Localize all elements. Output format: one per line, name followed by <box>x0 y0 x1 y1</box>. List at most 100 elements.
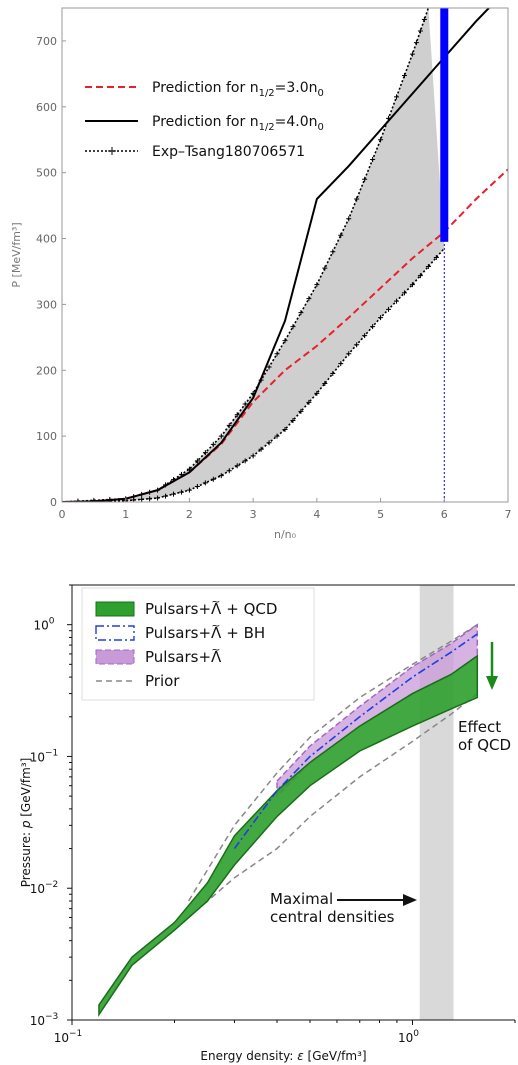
exp-lower-cross <box>186 487 192 493</box>
pulsars-lambda-bh-line <box>233 633 478 850</box>
legend-label: Exp–Tsang180706571 <box>152 144 305 160</box>
exp-upper-cross <box>354 196 360 202</box>
exp-lower-cross <box>306 399 312 405</box>
exp-lower-cross <box>250 453 256 459</box>
exp-lower-cross <box>394 298 399 304</box>
exp-upper-cross <box>421 17 427 23</box>
exp-upper-cross <box>417 28 423 34</box>
exp-lower-cross <box>330 371 336 377</box>
exp-lower-cross <box>155 495 161 501</box>
exp-upper-cross <box>290 324 296 330</box>
annotation-max-central-densities: Maximal central densities <box>270 890 395 926</box>
exp-lower-cross <box>210 476 216 482</box>
exp-upper-cross <box>218 433 224 439</box>
exp-lower-cross <box>433 254 439 260</box>
exp-upper-cross <box>298 310 304 316</box>
y-tick-label: 600 <box>36 101 57 114</box>
exp-lower-cross <box>218 473 224 479</box>
pressure-vs-energy-density-chart: 10−1 100 10−3 10−2 10−1 100 Energy density: ε … <box>19 584 516 1063</box>
x-tick-label: 0 <box>59 508 66 521</box>
x-tick-label: 5 <box>377 508 384 521</box>
exp-upper-cross <box>234 412 240 418</box>
exp-upper-cross <box>282 338 288 344</box>
x-tick-label: 7 <box>505 508 512 521</box>
x-tick-label: 4 <box>313 508 320 521</box>
exp-lower-cross <box>386 306 392 312</box>
exp-lower-cross <box>163 493 169 499</box>
green-arrow-head <box>486 676 498 690</box>
exp-lower-cross <box>226 468 232 474</box>
prior-lower-line <box>188 692 478 919</box>
exp-lower-cross <box>409 282 415 288</box>
x-tick-label: 100 <box>398 1029 419 1045</box>
pulsars-lambda-band <box>276 623 479 798</box>
y-tick-label: 0 <box>50 496 57 509</box>
x-axis-label: Energy density: ε [GeV/fm³] <box>200 1049 366 1063</box>
exp-lower-cross <box>202 480 208 486</box>
legend-label: Prior <box>145 672 180 690</box>
legend-label: Prediction for n1/2=4.0n0 <box>152 114 324 133</box>
exp-lower-cross <box>370 324 376 330</box>
exp-lower-cross <box>178 489 184 495</box>
y-tick-label: 10−1 <box>30 748 59 764</box>
x-axis-label: n/n₀ <box>274 528 297 541</box>
exp-upper-cross <box>409 51 415 57</box>
y-tick-label: 500 <box>36 167 57 180</box>
x-tick-label: 10−1 <box>54 1029 83 1045</box>
y-axis-label: Pressure: p [GeV/fm³] <box>19 758 33 888</box>
plot-area <box>98 585 479 1020</box>
y-tick-label: 100 <box>33 617 54 633</box>
exp-lower-cross <box>378 315 384 321</box>
exp-upper-cross <box>346 216 352 222</box>
legend-swatch-cross <box>108 147 116 155</box>
legend: Prediction for n1/2=3.0n0 Prediction for … <box>85 80 324 160</box>
exp-upper-cross <box>242 401 248 407</box>
exp-lower-cross <box>401 290 407 296</box>
exp-lower-cross <box>258 446 264 452</box>
exp-upper-cross <box>378 137 384 143</box>
plot-frame <box>61 7 509 503</box>
exp-lower-cross <box>354 342 360 348</box>
exp-upper-cross <box>266 364 272 370</box>
exp-upper-cross <box>202 450 208 456</box>
exp-upper-cross <box>413 40 419 46</box>
exp-lower-cross <box>362 333 368 339</box>
exp-upper-cross <box>306 296 312 302</box>
exp-lower-cross <box>298 408 304 414</box>
exp-upper-cross <box>186 466 192 472</box>
legend-swatch-purple <box>95 649 135 665</box>
y-tick-label: 100 <box>36 430 57 443</box>
exp-lower-cross <box>338 361 344 367</box>
exp-upper-cross <box>401 73 407 79</box>
exp-lower-cross <box>194 484 200 490</box>
y-axis-label: P [MeV/fm³] <box>10 222 23 287</box>
legend-label: Pulsars+Λ~ + QCD <box>145 595 277 618</box>
x-tick-label: 3 <box>250 508 257 521</box>
black-arrow-head <box>403 894 417 906</box>
exp-lower-cross <box>171 491 176 497</box>
y-tick-label: 200 <box>36 364 57 377</box>
exp-lower-cross <box>242 458 248 464</box>
y-tick-label: 700 <box>36 35 57 48</box>
exp-lower-cross <box>266 440 272 446</box>
exp-upper-cross <box>314 282 320 288</box>
legend-swatch-green <box>95 601 135 617</box>
exp-upper-cross <box>330 249 336 255</box>
legend-label: Prediction for n1/2=3.0n0 <box>152 80 324 99</box>
exp-upper-cross <box>226 422 232 428</box>
x-tick-label: 1 <box>122 508 129 521</box>
pressure-vs-density-chart: 0 1 2 3 4 5 6 7 0 100 200 300 400 500 600 700 n/n₀ P [MeV… <box>10 7 512 541</box>
exp-lower-cross <box>314 390 320 396</box>
exp-lower-cross <box>274 433 280 439</box>
exp-lower-cross <box>425 264 431 270</box>
exp-band-fill <box>62 8 445 502</box>
y-tick-label: 10−3 <box>30 1012 59 1028</box>
exp-upper-cross <box>394 94 399 100</box>
exp-lower-cross <box>417 273 423 279</box>
exp-upper-cross <box>362 176 368 182</box>
legend-label: Pulsars+Λ~ <box>145 643 222 666</box>
pulsars-lambda-qcd-band <box>98 654 479 1018</box>
prediction-4-line <box>62 8 490 502</box>
exp-lower-cross <box>346 351 352 357</box>
